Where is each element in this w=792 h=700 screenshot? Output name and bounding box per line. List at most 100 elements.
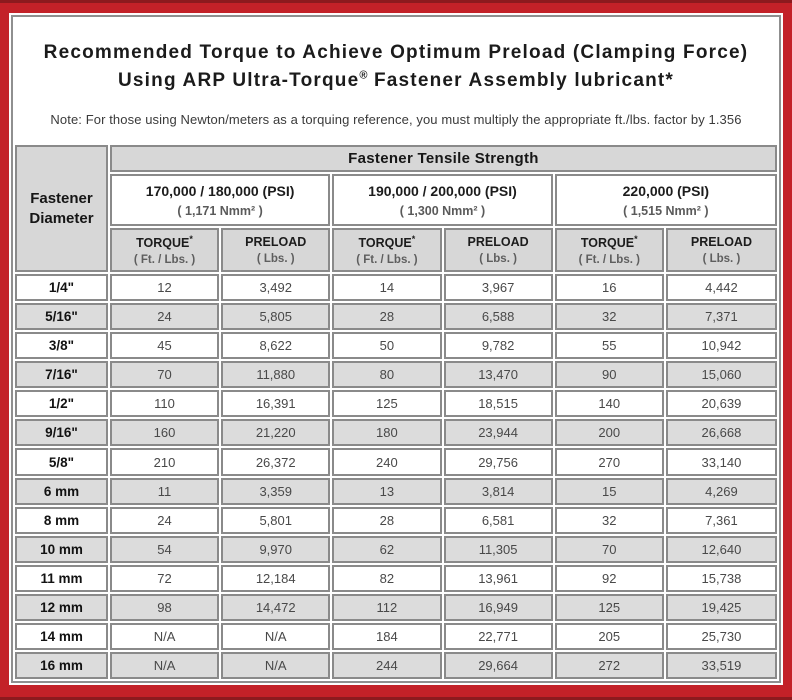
- value-cell: 21,220: [221, 419, 331, 447]
- nmm-label: ( 1,171 Nmm² ): [177, 203, 263, 218]
- conversion-note: Note: For those using Newton/meters as a…: [50, 112, 742, 128]
- value-cell: 33,140: [665, 448, 777, 476]
- value-cell: 13,470: [443, 361, 553, 389]
- value-cell: 28: [332, 506, 442, 534]
- torque-label: TORQUE: [358, 236, 412, 251]
- value-cell: 125: [554, 593, 664, 621]
- diameter-cell: 6 mm: [15, 477, 108, 505]
- value-cell: 15,738: [665, 564, 777, 592]
- nmm-label: ( 1,300 Nmm² ): [399, 203, 486, 218]
- table-row: 16 mm N/A N/A 244 29,664 272 33,519: [15, 651, 777, 679]
- page-title-line1: Recommended Torque to Achieve Optimum Pr…: [43, 42, 749, 63]
- value-cell: 125: [332, 390, 442, 418]
- torque-unit: ( Ft. / Lbs. ): [133, 254, 196, 267]
- value-cell: 5,801: [221, 506, 331, 534]
- value-cell: N/A: [221, 622, 331, 650]
- title-line2-suffix: Fastener Assembly lubricant*: [367, 69, 675, 91]
- value-cell: 7,371: [665, 303, 777, 331]
- value-cell: 15,060: [665, 361, 777, 389]
- value-cell: 29,664: [443, 651, 553, 679]
- value-cell: 4,269: [665, 477, 777, 505]
- value-cell: 3,814: [443, 477, 553, 505]
- table-row: 5/8" 210 26,372 240 29,756 270 33,140: [15, 448, 777, 476]
- value-cell: 82: [332, 564, 442, 592]
- value-cell: 9,970: [221, 535, 331, 563]
- value-cell: 70: [109, 361, 220, 389]
- value-cell: 14: [332, 274, 442, 302]
- torque-footnote-mark: *: [189, 234, 193, 245]
- table-row: 11 mm 72 12,184 82 13,961 92 15,738: [15, 564, 777, 592]
- table-row: 7/16" 70 11,880 80 13,470 90 15,060: [15, 361, 777, 389]
- value-cell: 22,771: [443, 622, 553, 650]
- preload-unit: ( Lbs. ): [702, 253, 741, 266]
- value-cell: 32: [554, 303, 664, 331]
- table-row: 6 mm 11 3,359 13 3,814 15 4,269: [15, 477, 777, 505]
- diameter-cell: 5/16": [15, 303, 108, 331]
- value-cell: 12,640: [665, 535, 777, 563]
- value-cell: 270: [554, 448, 664, 476]
- torque-label: TORQUE: [136, 236, 190, 251]
- value-cell: 200: [554, 419, 664, 447]
- page-title-line2: Using ARP Ultra-Torque® Fastener Assembl…: [19, 67, 773, 95]
- torque-unit: ( Ft. / Lbs. ): [356, 254, 418, 267]
- value-cell: 62: [332, 535, 442, 563]
- value-cell: 11: [109, 477, 220, 505]
- value-cell: 3,359: [221, 477, 331, 505]
- value-cell: 92: [554, 564, 664, 592]
- value-cell: 13: [332, 477, 442, 505]
- table-row: 10 mm 54 9,970 62 11,305 70 12,640: [15, 535, 777, 563]
- value-cell: N/A: [221, 651, 331, 679]
- value-cell: 11,880: [221, 361, 331, 389]
- value-cell: 112: [332, 593, 442, 621]
- table-row: 3/8" 45 8,622 50 9,782 55 10,942: [15, 332, 777, 360]
- psi-label: 190,000 / 200,000 (PSI): [368, 182, 517, 199]
- value-cell: 12,184: [221, 564, 331, 592]
- torque-footnote-mark: *: [634, 234, 638, 245]
- diameter-cell: 7/16": [15, 361, 108, 389]
- value-cell: 15: [554, 477, 664, 505]
- table-row: 1/2" 110 16,391 125 18,515 140 20,639: [15, 390, 777, 418]
- psi-label: 220,000 (PSI): [622, 182, 710, 199]
- value-cell: 45: [109, 332, 220, 360]
- title-line2-text: Using ARP Ultra-Torque: [117, 69, 360, 91]
- value-cell: 184: [332, 622, 442, 650]
- value-cell: 6,588: [443, 303, 553, 331]
- diameter-cell: 1/2": [15, 390, 108, 418]
- preload-unit: ( Lbs. ): [479, 253, 517, 266]
- value-cell: 205: [554, 622, 664, 650]
- preload-column-header: PRELOAD ( Lbs. ): [665, 228, 777, 273]
- torque-column-header: TORQUE* ( Ft. / Lbs. ): [109, 228, 220, 273]
- value-cell: 80: [332, 361, 442, 389]
- value-cell: 32: [554, 506, 664, 534]
- diameter-cell: 14 mm: [15, 622, 108, 650]
- value-cell: 240: [332, 448, 442, 476]
- preload-column-header: PRELOAD ( Lbs. ): [443, 228, 553, 273]
- corner-header-fastener-diameter: Fastener Diameter: [15, 145, 108, 273]
- value-cell: 98: [109, 593, 220, 621]
- preload-label: PRELOAD: [245, 235, 307, 250]
- value-cell: 12: [109, 274, 220, 302]
- preload-label: PRELOAD: [690, 235, 752, 250]
- title-block: Recommended Torque to Achieve Optimum Pr…: [13, 17, 779, 143]
- value-cell: 24: [109, 303, 220, 331]
- value-cell: 5,805: [221, 303, 331, 331]
- value-cell: 50: [332, 332, 442, 360]
- diameter-cell: 5/8": [15, 448, 108, 476]
- diameter-cell: 11 mm: [15, 564, 108, 592]
- value-cell: 3,967: [443, 274, 553, 302]
- table-row: 5/16" 24 5,805 28 6,588 32 7,371: [15, 303, 777, 331]
- value-cell: 55: [554, 332, 664, 360]
- registered-trademark-symbol: ®: [359, 69, 368, 82]
- value-cell: 4,442: [665, 274, 777, 302]
- value-cell: 210: [109, 448, 220, 476]
- value-cell: 272: [554, 651, 664, 679]
- torque-preload-table: Fastener Diameter Fastener Tensile Stren…: [13, 143, 779, 681]
- table-row: 14 mm N/A N/A 184 22,771 205 25,730: [15, 622, 777, 650]
- diameter-cell: 8 mm: [15, 506, 108, 534]
- torque-table-body: 1/4" 12 3,492 14 3,967 16 4,442 5/16" 24…: [15, 274, 777, 679]
- header-row-columns: TORQUE* ( Ft. / Lbs. ) PRELOAD ( Lbs. ) …: [15, 228, 777, 273]
- value-cell: 54: [109, 535, 220, 563]
- value-cell: 10,942: [665, 332, 777, 360]
- torque-label: TORQUE: [580, 236, 635, 251]
